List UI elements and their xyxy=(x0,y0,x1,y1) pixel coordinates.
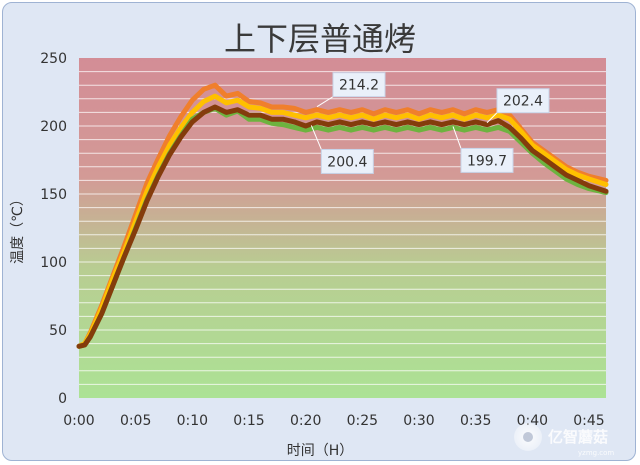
annotation-layer: 214.2 200.4 199.7 202.4 xyxy=(310,72,550,174)
callout-leader xyxy=(310,125,322,150)
data-callout: 214.2 xyxy=(316,72,386,108)
y-tick-label: 200 xyxy=(40,119,67,135)
x-axis-title: 时间（H） xyxy=(287,443,354,459)
y-axis-ticks: 0 50 100 150 200 250 xyxy=(40,51,67,407)
data-callout: 200.4 xyxy=(310,125,374,174)
callout-box xyxy=(460,147,514,173)
series-line-4 xyxy=(76,104,609,349)
data-callout: 199.7 xyxy=(452,126,514,173)
x-tick-label: 0:00 xyxy=(63,413,94,429)
x-tick-label: 0:30 xyxy=(403,413,434,429)
x-tick-label: 0:25 xyxy=(347,413,378,429)
x-tick-label: 0:05 xyxy=(120,413,151,429)
x-tick-label: 0:45 xyxy=(573,413,604,429)
x-tick-label: 0:35 xyxy=(460,413,491,429)
callout-leader xyxy=(316,96,334,108)
callout-box xyxy=(332,72,386,98)
y-tick-label: 250 xyxy=(40,51,67,67)
x-tick-label: 0:10 xyxy=(177,413,208,429)
x-tick-label: 0:20 xyxy=(290,413,321,429)
y-tick-label: 100 xyxy=(40,255,67,271)
callout-label: 214.2 xyxy=(339,78,379,94)
callout-leader xyxy=(452,126,462,149)
callout-label: 200.4 xyxy=(327,154,367,170)
chart-title: 上下层普通烤 xyxy=(224,20,416,58)
callout-box xyxy=(320,148,374,174)
series-line-2 xyxy=(76,93,609,349)
watermark-text: 亿智蘑菇 xyxy=(548,428,608,446)
series-line-1 xyxy=(76,82,609,349)
data-callout: 202.4 xyxy=(486,88,550,124)
y-tick-label: 150 xyxy=(40,187,67,203)
watermark-sub: yzmg.com xyxy=(578,449,614,457)
watermark-logo-center xyxy=(523,432,533,442)
x-tick-label: 0:15 xyxy=(233,413,264,429)
y-tick-label: 50 xyxy=(49,323,67,339)
callout-label: 202.4 xyxy=(503,94,543,110)
callout-leader xyxy=(486,112,498,124)
y-axis-title: 温度（℃） xyxy=(10,192,26,264)
y-tick-label: 0 xyxy=(58,391,67,407)
series-layer xyxy=(76,82,609,349)
watermark: 亿智蘑菇 yzmg.com xyxy=(514,423,614,457)
callout-label: 199.7 xyxy=(467,153,507,169)
callout-box xyxy=(496,88,550,114)
